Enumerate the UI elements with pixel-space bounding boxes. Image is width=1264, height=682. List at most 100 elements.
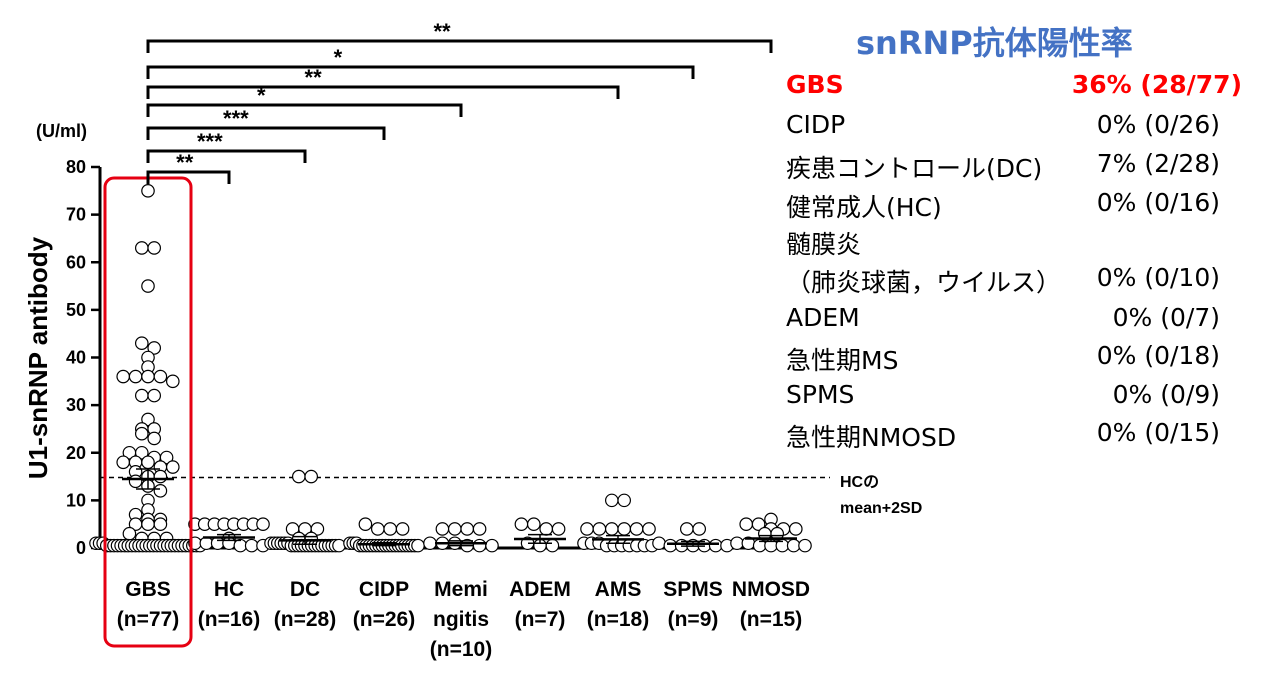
data-point	[370, 522, 385, 536]
significance-bracket	[146, 149, 307, 163]
data-point	[256, 517, 270, 531]
data-point	[679, 522, 694, 536]
data-point	[435, 522, 450, 536]
data-point	[135, 426, 149, 441]
positivity-label: SPMS	[786, 380, 855, 409]
group-n-label: (n=28)	[274, 608, 336, 631]
data-point	[147, 388, 161, 403]
significance-bracket	[146, 126, 386, 140]
y-unit-label: (U/ml)	[36, 121, 87, 141]
data-point	[692, 522, 706, 536]
significance-stars: ***	[197, 129, 223, 154]
threshold-label: HCの	[840, 474, 879, 491]
positivity-label: 健常成人(HC)	[786, 193, 942, 222]
y-tick-label: 60	[66, 252, 86, 272]
data-point	[310, 522, 325, 536]
threshold-label: mean+2SD	[840, 500, 922, 517]
significance-stars: *	[334, 45, 343, 70]
positivity-label: 髄膜炎	[786, 230, 862, 259]
data-point	[485, 538, 499, 553]
data-point	[663, 538, 678, 553]
data-point	[135, 445, 149, 460]
data-point	[332, 538, 346, 553]
data-point	[153, 469, 168, 484]
data-point	[291, 469, 306, 484]
y-tick-label: 30	[66, 395, 86, 415]
data-point	[708, 538, 723, 553]
data-point	[604, 522, 619, 536]
data-point	[642, 522, 656, 536]
data-point	[159, 450, 174, 465]
data-point	[141, 455, 155, 470]
positivity-value: 0% (0/10)	[1096, 263, 1220, 292]
x-tick-label: Memi	[434, 578, 488, 601]
x-tick-label: HC	[214, 578, 244, 601]
positivity-row: GBS 36% (28/77)	[786, 70, 1242, 106]
data-point	[199, 536, 214, 551]
data-point	[423, 536, 437, 551]
data-point	[629, 522, 644, 536]
data-point	[135, 336, 149, 351]
data-point	[739, 517, 753, 531]
significance-stars: ***	[223, 106, 249, 131]
data-point	[798, 538, 812, 553]
x-tick-label: GBS	[125, 578, 171, 601]
x-tick-label: ngitis	[433, 608, 489, 631]
positivity-row: 健常成人(HC) 0% (0/16)	[786, 188, 1242, 224]
positivity-value: 36% (28/77)	[1071, 70, 1242, 99]
data-point	[358, 517, 373, 531]
x-tick-label: SPMS	[663, 578, 723, 601]
data-point	[122, 526, 137, 541]
positivity-value: 0% (0/7)	[1112, 303, 1220, 332]
data-point	[514, 517, 529, 531]
y-tick-label: 0	[76, 538, 86, 558]
data-point	[539, 522, 553, 536]
group-n-label: (n=16)	[198, 608, 260, 631]
y-tick-label: 80	[66, 157, 86, 177]
significance-bracket	[146, 85, 620, 99]
positivity-row: 疾患コントロール(DC) 7% (2/28)	[786, 149, 1242, 185]
significance-bracket	[146, 65, 695, 79]
data-point	[210, 536, 225, 551]
data-point	[153, 517, 168, 531]
data-point	[141, 279, 155, 293]
x-tick-label: NMOSD	[732, 578, 810, 601]
data-point	[770, 526, 784, 541]
group-n-label: (n=7)	[515, 608, 566, 631]
data-point	[141, 517, 155, 531]
data-point	[135, 388, 149, 403]
data-point	[233, 538, 248, 553]
y-tick-label: 70	[66, 205, 86, 225]
data-point	[411, 538, 425, 553]
positivity-row: （肺炎球菌，ウイルス） 0% (0/10)	[786, 263, 1242, 299]
positivity-title: snRNP抗体陽性率	[856, 24, 1133, 62]
significance-stars: **	[176, 150, 194, 175]
significance-bracket	[146, 103, 463, 117]
data-point	[383, 522, 397, 536]
data-point	[304, 469, 318, 484]
data-point	[135, 241, 149, 255]
positivity-row: 急性期MS 0% (0/18)	[786, 341, 1242, 377]
positivity-label: ADEM	[786, 303, 860, 332]
positivity-value: 0% (0/18)	[1096, 341, 1220, 370]
positivity-label: 急性期NMOSD	[786, 423, 957, 452]
group-n-label: (n=77)	[117, 608, 179, 631]
data-point	[472, 538, 487, 553]
data-point	[580, 522, 594, 536]
significance-stars: **	[433, 19, 451, 44]
group-n-label: (n=18)	[587, 608, 649, 631]
x-tick-label: AMS	[595, 578, 642, 601]
data-point	[472, 522, 487, 536]
data-point	[460, 522, 474, 536]
positivity-value: 7% (2/28)	[1096, 149, 1220, 178]
positivity-row: ADEM 0% (0/7)	[786, 303, 1242, 339]
positivity-value: 0% (0/16)	[1096, 188, 1220, 217]
data-point	[786, 538, 801, 553]
data-point	[166, 374, 180, 389]
group-n-label: (n=10)	[430, 638, 492, 661]
data-point	[751, 517, 766, 531]
data-point	[141, 412, 155, 427]
data-point	[592, 522, 607, 536]
positivity-row: 髄膜炎	[786, 225, 1242, 261]
positivity-row: SPMS 0% (0/9)	[786, 380, 1242, 416]
